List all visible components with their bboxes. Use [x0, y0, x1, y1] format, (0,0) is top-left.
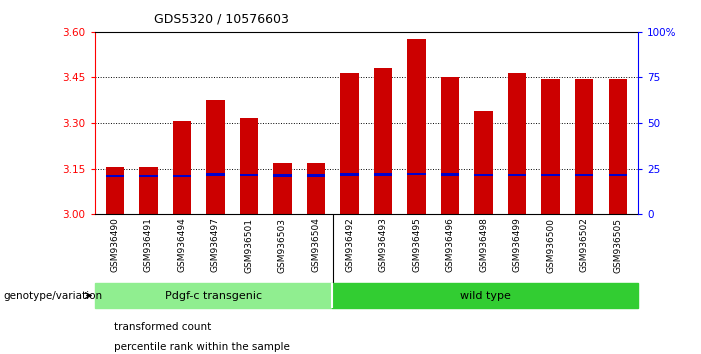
Text: GSM936491: GSM936491: [144, 218, 153, 273]
Text: GSM936497: GSM936497: [211, 218, 220, 273]
Bar: [139, 175, 158, 177]
Bar: [139, 167, 158, 214]
Text: Pdgf-c transgenic: Pdgf-c transgenic: [165, 291, 262, 301]
Bar: [608, 79, 627, 214]
Text: GDS5320 / 10576603: GDS5320 / 10576603: [154, 12, 289, 25]
Bar: [374, 173, 393, 176]
Text: percentile rank within the sample: percentile rank within the sample: [114, 342, 290, 352]
Bar: [407, 39, 426, 214]
Bar: [407, 172, 426, 175]
Bar: [106, 167, 124, 214]
Bar: [240, 174, 258, 177]
Bar: [508, 73, 526, 214]
Bar: [608, 174, 627, 176]
Text: GSM936495: GSM936495: [412, 218, 421, 273]
Text: GSM936503: GSM936503: [278, 218, 287, 273]
Bar: [575, 174, 594, 176]
Text: GSM936498: GSM936498: [479, 218, 488, 273]
Bar: [575, 79, 594, 214]
Text: GSM936492: GSM936492: [345, 218, 354, 272]
Text: GSM936504: GSM936504: [311, 218, 320, 273]
Bar: [441, 173, 459, 176]
Bar: [340, 73, 359, 214]
Bar: [106, 175, 124, 177]
Bar: [475, 112, 493, 214]
Bar: [541, 79, 560, 214]
Text: GSM936501: GSM936501: [245, 218, 253, 273]
Text: transformed count: transformed count: [114, 322, 212, 332]
Bar: [374, 68, 393, 214]
Text: GSM936493: GSM936493: [379, 218, 388, 273]
Text: GSM936505: GSM936505: [613, 218, 622, 273]
Bar: [95, 283, 332, 308]
Bar: [206, 173, 224, 176]
Bar: [172, 121, 191, 214]
Text: GSM936502: GSM936502: [580, 218, 589, 273]
Bar: [307, 163, 325, 214]
Bar: [475, 174, 493, 177]
Bar: [541, 174, 560, 176]
Bar: [273, 163, 292, 214]
Text: GSM936490: GSM936490: [110, 218, 119, 273]
Text: genotype/variation: genotype/variation: [4, 291, 102, 301]
Bar: [340, 173, 359, 176]
Text: GSM936494: GSM936494: [177, 218, 186, 272]
Bar: [172, 175, 191, 177]
Bar: [206, 100, 224, 214]
Bar: [508, 174, 526, 176]
Bar: [307, 175, 325, 177]
Bar: [273, 175, 292, 177]
Text: wild type: wild type: [460, 291, 510, 301]
Bar: [332, 283, 638, 308]
Bar: [240, 119, 258, 214]
Text: GSM936496: GSM936496: [446, 218, 455, 273]
Text: GSM936499: GSM936499: [512, 218, 522, 273]
Bar: [441, 78, 459, 214]
Text: GSM936500: GSM936500: [546, 218, 555, 273]
